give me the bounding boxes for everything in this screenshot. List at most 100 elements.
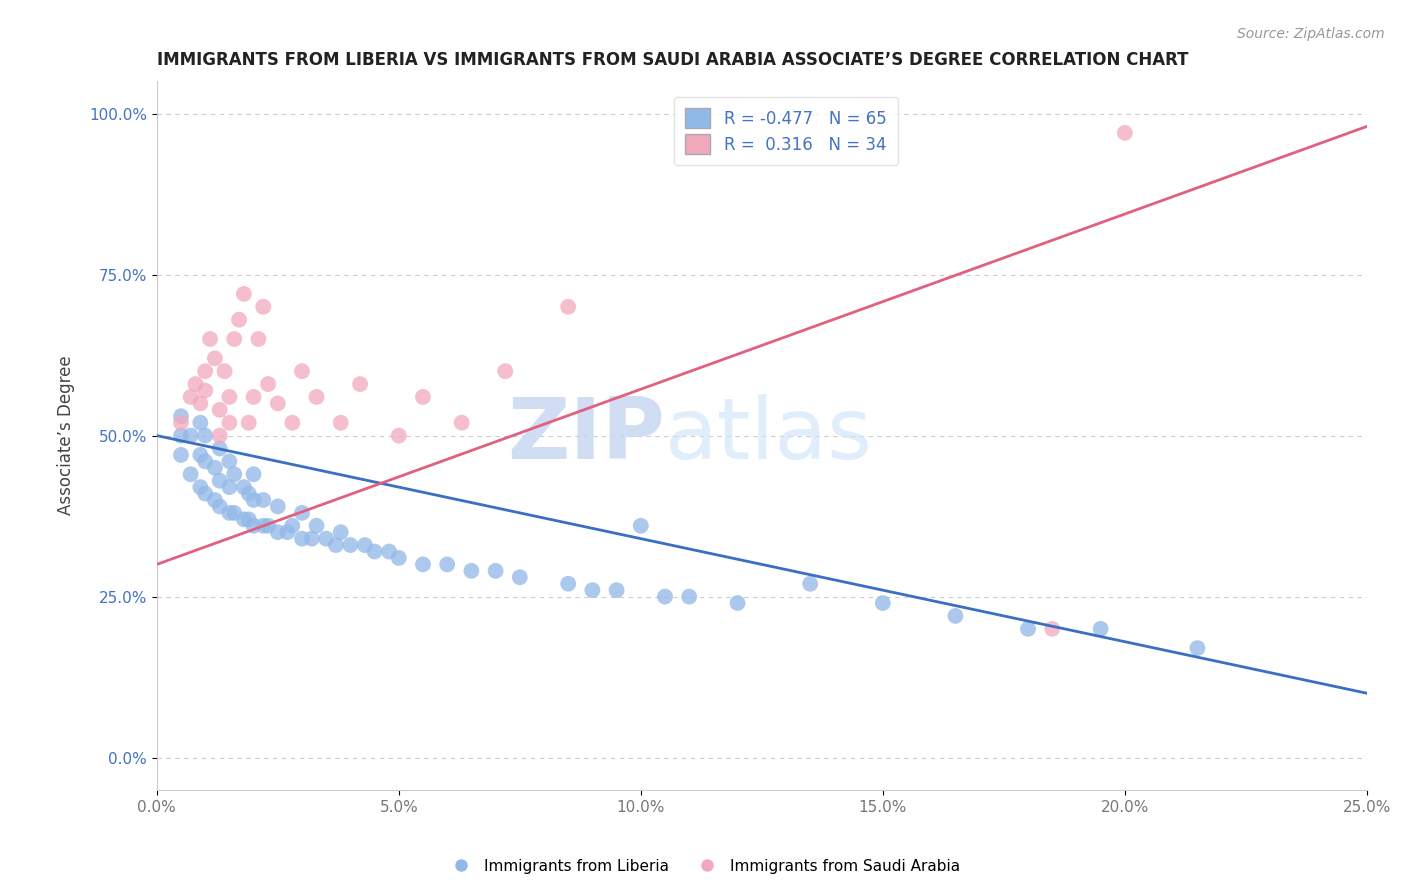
Point [388,551,411,566]
Text: ZIP: ZIP [508,394,665,477]
Point [945,609,967,624]
Point [238,512,260,526]
Legend: R = -0.477   N = 65, R =  0.316   N = 34: R = -0.477 N = 65, R = 0.316 N = 34 [673,96,898,165]
Point [180,390,202,404]
Point [194,486,217,500]
Point [305,518,328,533]
Point [188,480,211,494]
Point [224,332,246,346]
Point [484,564,506,578]
Point [194,384,217,398]
Point [194,364,217,378]
Point [349,377,371,392]
Point [242,518,264,533]
Point [242,493,264,508]
Point [267,396,290,410]
Point [494,364,516,378]
Point [436,558,458,572]
Point [184,377,207,392]
Point [450,416,472,430]
Point [1114,126,1136,140]
Point [267,525,290,540]
Point [232,480,254,494]
Point [170,409,193,424]
Point [363,544,385,558]
Point [305,390,328,404]
Point [228,312,250,326]
Point [232,512,254,526]
Point [218,480,240,494]
Point [1040,622,1063,636]
Point [218,454,240,468]
Point [218,390,240,404]
Point [557,300,579,314]
Point [301,532,323,546]
Y-axis label: Associate’s Degree: Associate’s Degree [58,356,75,516]
Point [339,538,361,552]
Point [204,493,226,508]
Point [214,364,236,378]
Point [170,416,193,430]
Text: Source: ZipAtlas.com: Source: ZipAtlas.com [1237,27,1385,41]
Point [460,564,482,578]
Point [291,364,314,378]
Point [276,525,298,540]
Point [257,377,280,392]
Point [194,454,217,468]
Point [329,525,352,540]
Point [238,416,260,430]
Point [281,518,304,533]
Point [198,332,221,346]
Point [329,416,352,430]
Text: IMMIGRANTS FROM LIBERIA VS IMMIGRANTS FROM SAUDI ARABIA ASSOCIATE’S DEGREE CORRE: IMMIGRANTS FROM LIBERIA VS IMMIGRANTS FR… [157,51,1188,69]
Point [194,428,217,442]
Point [218,506,240,520]
Point [1187,641,1209,656]
Point [188,416,211,430]
Point [208,442,231,456]
Point [412,390,434,404]
Point [188,448,211,462]
Point [678,590,700,604]
Point [654,590,676,604]
Point [509,570,531,584]
Point [208,500,231,514]
Point [630,518,652,533]
Point [252,493,274,508]
Point [557,576,579,591]
Point [378,544,401,558]
Point [238,486,260,500]
Point [242,467,264,482]
Point [581,583,603,598]
Text: atlas: atlas [665,394,873,477]
Legend: Immigrants from Liberia, Immigrants from Saudi Arabia: Immigrants from Liberia, Immigrants from… [440,853,966,880]
Point [291,532,314,546]
Point [606,583,628,598]
Point [247,332,270,346]
Point [208,428,231,442]
Point [257,518,280,533]
Point [252,518,274,533]
Point [224,467,246,482]
Point [412,558,434,572]
Point [1017,622,1039,636]
Point [204,460,226,475]
Point [252,300,274,314]
Point [281,416,304,430]
Point [388,428,411,442]
Point [354,538,377,552]
Point [267,500,290,514]
Point [170,448,193,462]
Point [180,467,202,482]
Point [224,506,246,520]
Point [291,506,314,520]
Point [325,538,347,552]
Point [188,396,211,410]
Point [170,428,193,442]
Point [872,596,894,610]
Point [208,402,231,417]
Point [180,428,202,442]
Point [242,390,264,404]
Point [218,416,240,430]
Point [1090,622,1112,636]
